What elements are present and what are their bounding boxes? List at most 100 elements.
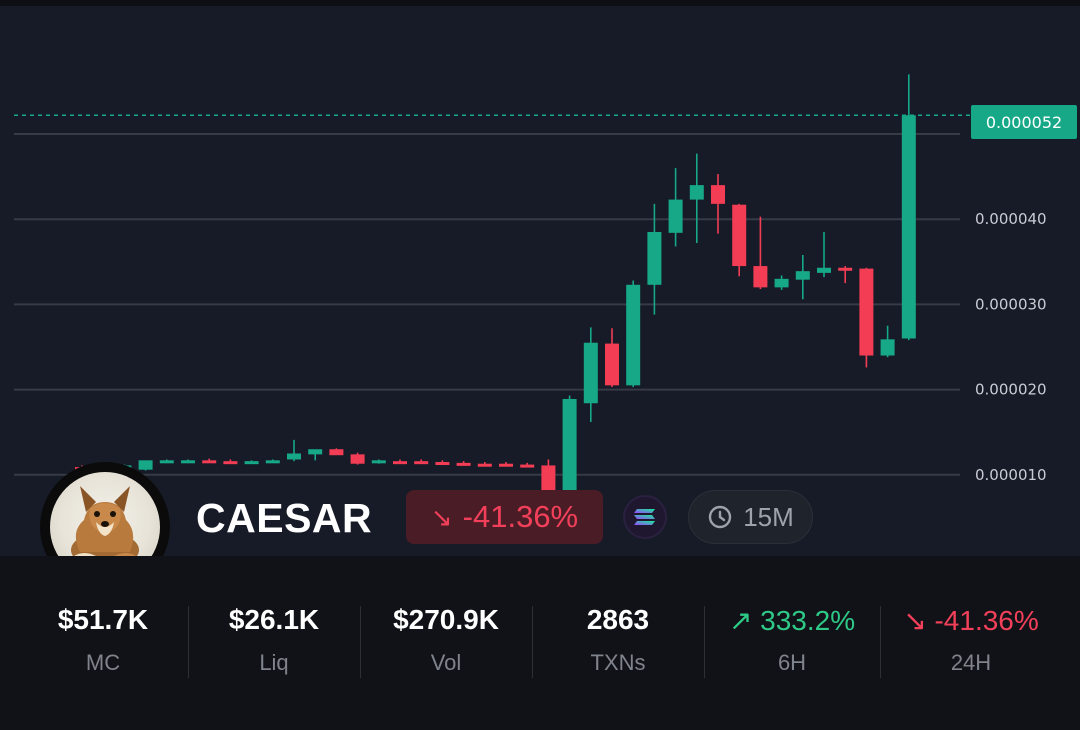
candle-body [308,449,323,455]
candle [350,452,365,465]
candle [329,448,344,456]
candle-body [732,204,747,267]
candle-body [626,284,641,386]
stat-label: Vol [430,650,462,675]
candle-body [520,464,535,468]
last-price-label: 0.000052 [971,105,1077,139]
stats-bar: $51.7K MC $26.1K Liq $270.9K Vol 2863 TX… [0,556,1080,730]
candle-body [477,463,492,467]
candle [732,203,747,277]
candle [414,459,429,465]
candle-body [435,462,450,466]
candle [159,459,174,464]
stat-label: Liq [259,650,289,675]
candle [689,153,704,244]
stat-txns: 2863 TXNs [532,556,704,730]
candle-body [859,268,874,356]
candle [880,325,895,358]
candle-body [562,398,577,491]
interval-button[interactable]: 15M [688,490,813,544]
stat-6h: ↗ 333.2% 6H [704,556,880,730]
candle-body [223,461,238,465]
stat-value: $26.1K [228,604,320,635]
candle [838,266,853,284]
candle [202,458,217,464]
top-bar [0,0,1080,6]
stat-divider [880,606,881,678]
y-tick-label: 0.000010 [975,466,1047,484]
candle [223,459,238,465]
candle [265,459,280,464]
candle [371,459,386,464]
stat-24h: ↘ -41.36% 24H [880,556,1062,730]
stat-label: 6H [777,650,807,675]
candle [393,459,407,465]
candle [668,168,683,247]
candle-body [138,460,153,470]
candle-body [541,465,556,494]
candle-body [159,460,174,464]
y-tick-label: 0.000040 [975,210,1047,228]
candle [605,328,619,388]
candle-body [202,460,217,464]
candle-body [605,343,619,386]
candle-body [350,454,365,464]
candle-body [583,342,598,404]
stat-value: ↘ -41.36% [880,604,1062,637]
candle [181,459,195,464]
chart-candles [75,74,916,497]
arrow-down-right-icon: ↘ [430,501,453,532]
candle-body [795,271,810,280]
candle [477,462,492,467]
stat-divider [360,606,361,678]
stat-value: ↗ 333.2% [704,604,880,637]
stat-24h-value: -41.36% [934,605,1039,636]
candle [435,460,450,466]
stat-mc: $51.7K MC [18,556,188,730]
candle-body [774,278,789,288]
candle [859,267,874,368]
candle [244,460,259,465]
candle [795,254,810,300]
candle-body [689,185,704,200]
candle [626,280,641,388]
candle-body [244,461,259,465]
candle [562,395,577,497]
y-tick-label: 0.000020 [975,381,1047,399]
candle-body [901,115,916,339]
candle [520,462,535,468]
y-tick-label: 0.000030 [975,295,1047,313]
candle-body [393,461,407,465]
stat-label: 24H [950,650,992,675]
candle [647,203,662,315]
token-name: CAESAR [196,495,373,541]
stat-divider [532,606,533,678]
stat-6h-value: 333.2% [760,605,856,636]
candle [583,327,598,422]
candle [753,216,768,290]
candle [308,449,323,461]
candle-body [287,453,301,460]
interval-label: 15M [743,501,794,532]
candle [901,74,916,341]
candle-body [647,231,662,285]
candle [456,461,471,466]
candle-body [499,463,513,467]
candle-body [456,462,471,466]
stat-label: TXNs [590,650,646,675]
stat-divider [704,606,705,678]
stat-liq: $26.1K Liq [188,556,360,730]
candle-body [838,267,853,271]
stat-value: $270.9K [393,604,499,635]
candle-body [414,461,429,465]
candle [711,174,725,234]
candle-body [753,266,768,288]
candle [138,460,153,471]
solana-icon[interactable] [623,495,667,539]
stat-label: MC [85,650,121,675]
stat-vol: $270.9K Vol [360,556,532,730]
candle-body [329,449,344,456]
candle-body [880,339,895,356]
candle-body [668,199,683,233]
